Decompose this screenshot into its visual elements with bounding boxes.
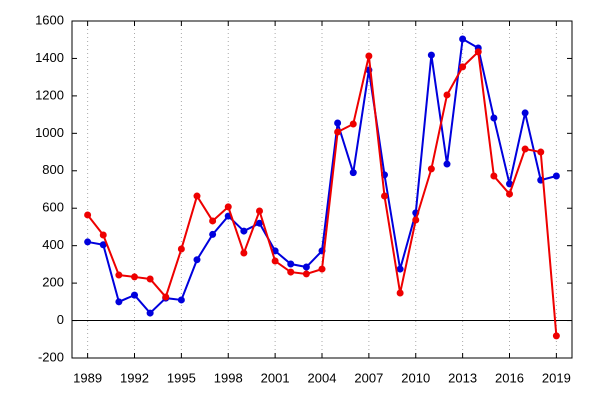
x-tick-label: 2001 (261, 370, 290, 385)
data-point (490, 172, 498, 180)
data-point (349, 120, 357, 128)
data-point (365, 52, 373, 60)
x-tick-label: 2013 (448, 370, 477, 385)
data-point (427, 51, 435, 59)
data-point (506, 180, 513, 188)
data-point (146, 309, 154, 317)
y-tick-label: 1000 (35, 125, 64, 140)
data-point (287, 268, 295, 276)
data-point (334, 128, 342, 136)
data-point (334, 119, 342, 127)
data-point (209, 217, 217, 225)
x-tick-label: 1989 (73, 370, 102, 385)
data-point (193, 192, 201, 200)
x-tick-label: 1992 (120, 370, 149, 385)
data-point (381, 192, 388, 200)
data-point (427, 165, 435, 173)
y-tick-label: 1400 (35, 50, 64, 65)
x-tick-label: 2007 (354, 370, 383, 385)
data-point (256, 219, 263, 227)
data-point (349, 169, 357, 177)
data-point (131, 291, 138, 299)
data-point (552, 332, 560, 340)
data-point (302, 263, 310, 271)
data-point (443, 91, 451, 99)
data-point (209, 230, 217, 238)
data-point (459, 35, 467, 43)
plot-frame (71, 20, 573, 359)
x-tick-label: 2004 (308, 370, 337, 385)
y-tick-label: 400 (42, 237, 64, 252)
y-tick-label: 200 (42, 275, 64, 290)
data-point (162, 293, 170, 301)
x-tick-label: 2019 (542, 370, 571, 385)
y-tick-label: 0 (57, 312, 64, 327)
data-point (318, 265, 326, 273)
data-point (131, 273, 138, 281)
data-point (240, 227, 248, 235)
data-point (146, 275, 154, 283)
x-tick-label: 1995 (167, 370, 196, 385)
data-point (537, 148, 545, 156)
data-point (506, 190, 513, 198)
y-tick-label: 1200 (35, 87, 64, 102)
data-point (84, 211, 92, 219)
data-point (256, 207, 263, 215)
data-point (193, 256, 201, 264)
data-point (99, 231, 107, 239)
data-point (287, 260, 295, 268)
y-tick-label: 800 (42, 162, 64, 177)
data-point (115, 271, 123, 279)
data-point (490, 114, 498, 122)
data-point (177, 296, 185, 304)
data-point (177, 245, 185, 253)
y-tick-label: 1600 (35, 12, 64, 27)
data-point (302, 270, 310, 278)
y-tick-label: -200 (38, 349, 64, 364)
data-point (115, 298, 123, 306)
y-tick-label: 600 (42, 200, 64, 215)
data-point (412, 216, 420, 224)
x-tick-label: 2016 (495, 370, 524, 385)
data-point (99, 241, 107, 249)
data-point (459, 63, 467, 71)
data-point (521, 109, 529, 117)
data-point (443, 160, 451, 168)
data-point (84, 238, 92, 246)
data-point (552, 172, 560, 180)
x-tick-label: 2010 (401, 370, 430, 385)
data-point (396, 289, 404, 297)
data-point (271, 257, 279, 265)
x-tick-label: 1998 (214, 370, 243, 385)
data-point (240, 249, 248, 257)
data-point (224, 203, 232, 211)
data-point (474, 48, 482, 56)
data-point (521, 145, 529, 153)
data-point (396, 265, 404, 273)
